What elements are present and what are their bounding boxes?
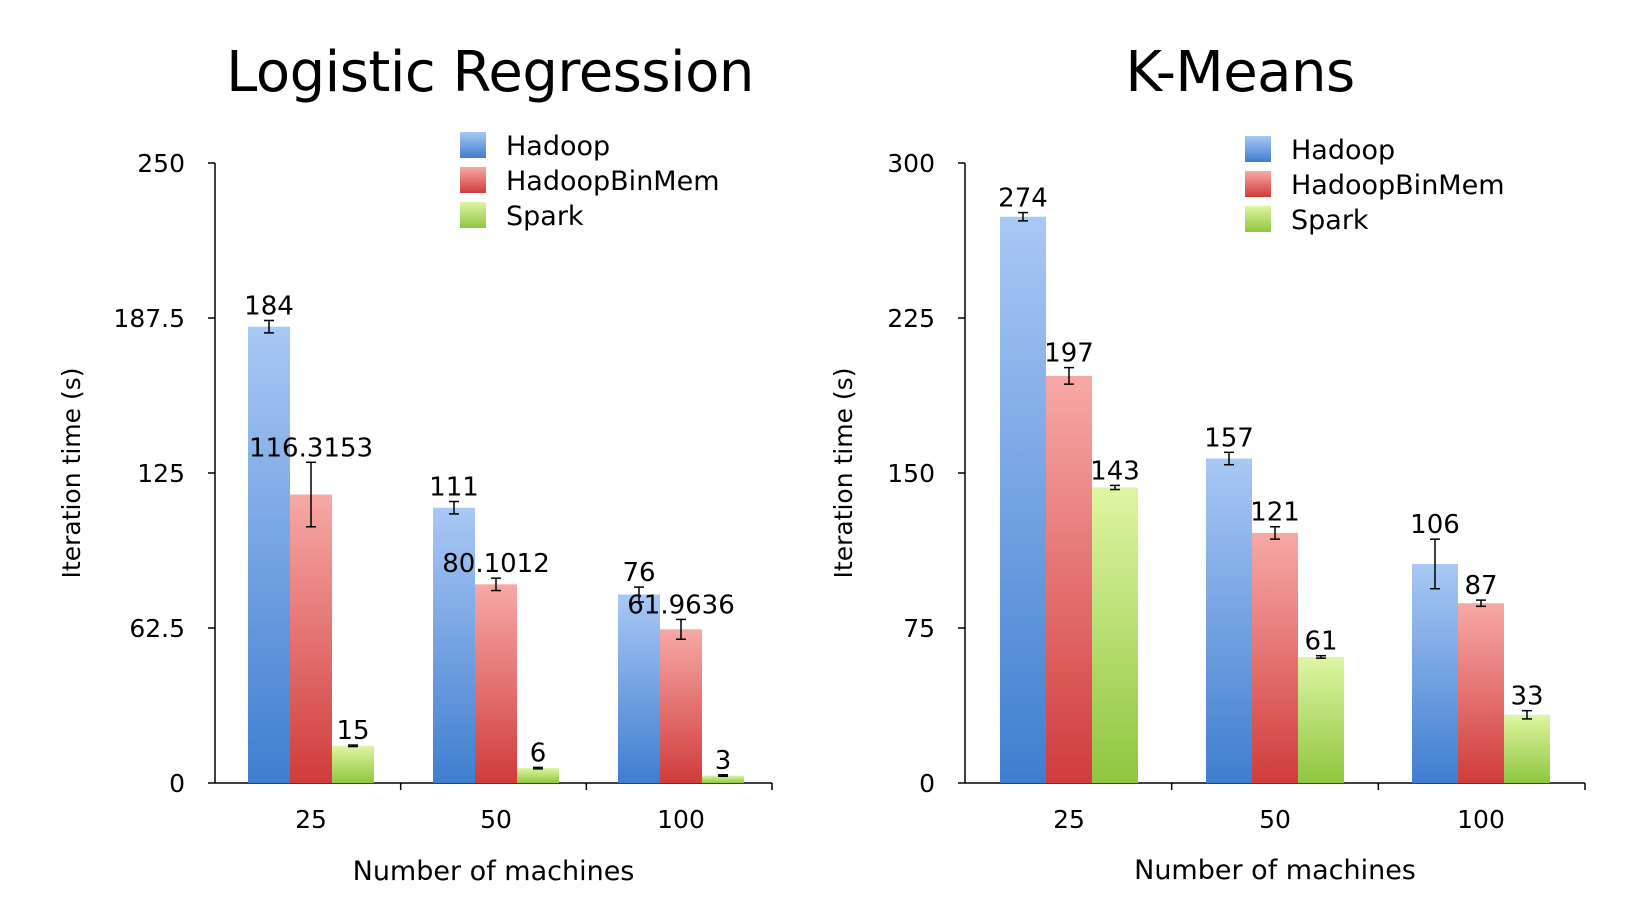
x-tick-label: 25 (295, 805, 327, 834)
legend-label-hadoopbinmem: HadoopBinMem (506, 166, 720, 197)
y-tick-label: 187.5 (113, 304, 185, 333)
data-label: 143 (1090, 456, 1140, 486)
x-tick-label: 50 (480, 805, 512, 834)
bar-hadoop-25 (248, 326, 290, 783)
bar-hadoopbinmem-50 (475, 584, 517, 783)
bar-spark-100 (1504, 714, 1550, 783)
data-label: 76 (622, 558, 655, 588)
bar-hadoopbinmem-100 (1458, 603, 1504, 783)
bar-hadoopbinmem-25 (290, 494, 332, 783)
x-tick-label: 25 (1053, 805, 1085, 834)
data-label: 80.1012 (442, 549, 550, 579)
y-tick-label: 250 (137, 149, 185, 178)
data-label: 33 (1510, 682, 1543, 712)
data-label: 121 (1250, 498, 1300, 528)
bar-hadoopbinmem-50 (1252, 532, 1298, 783)
y-tick-label: 150 (887, 459, 935, 488)
legend-swatch-spark (1245, 206, 1271, 232)
y-tick-label: 0 (919, 769, 935, 798)
legend-swatch-hadoop (1245, 136, 1271, 162)
y-tick-label: 75 (903, 614, 935, 643)
y-axis-title: Iteration time (s) (57, 368, 86, 579)
y-tick-label: 125 (137, 459, 185, 488)
data-label: 106 (1410, 510, 1460, 540)
y-axis-title: Iteration time (s) (829, 368, 858, 579)
legend-swatch-hadoopbinmem (460, 167, 486, 193)
legend-swatch-hadoop (460, 132, 486, 158)
bar-hadoopbinmem-25 (1046, 375, 1092, 783)
bar-spark-25 (1092, 487, 1138, 783)
data-label: 197 (1044, 339, 1094, 369)
bar-hadoop-100 (618, 594, 660, 783)
legend-label-spark: Spark (506, 201, 584, 232)
bar-hadoop-50 (433, 507, 475, 783)
legend-label-hadoop: Hadoop (506, 131, 610, 162)
chart-title-logistic-regression: Logistic Regression (226, 40, 754, 105)
bar-hadoopbinmem-100 (660, 629, 702, 783)
x-axis-title: Number of machines (1134, 855, 1416, 886)
chart-k-means: 0 75 150 225 300 274 197 143 25 157 121 61 50 106 87 33… (829, 135, 1586, 886)
data-label: 6 (530, 738, 547, 768)
data-label: 111 (429, 473, 479, 503)
bar-hadoop-25 (1000, 216, 1046, 783)
bar-spark-100 (702, 775, 744, 783)
data-label: 61.9636 (627, 590, 735, 620)
legend-label-hadoop: Hadoop (1291, 135, 1395, 166)
bar-hadoop-100 (1412, 563, 1458, 783)
legend-swatch-spark (460, 202, 486, 228)
data-label: 116.3153 (249, 433, 373, 463)
legend-label-spark: Spark (1291, 205, 1369, 236)
data-label: 3 (715, 746, 732, 776)
x-tick-label: 100 (1457, 805, 1505, 834)
bar-spark-25 (332, 745, 374, 783)
y-tick-label: 0 (169, 769, 185, 798)
data-label: 274 (998, 184, 1048, 214)
data-label: 15 (336, 716, 369, 746)
data-label: 87 (1464, 571, 1497, 601)
y-tick-label: 225 (887, 304, 935, 333)
y-tick-label: 300 (887, 149, 935, 178)
data-label: 61 (1304, 627, 1337, 657)
chart-title-k-means: K-Means (1125, 40, 1355, 105)
legend-label-hadoopbinmem: HadoopBinMem (1291, 170, 1505, 201)
y-tick-label: 62.5 (129, 614, 185, 643)
bar-spark-50 (1298, 656, 1344, 783)
bar-hadoop-50 (1206, 458, 1252, 783)
x-axis-title: Number of machines (353, 856, 635, 887)
chart-logistic-regression: 0 62.5 125 187.5 250 184 116.3153 15 25 111 80.101… (57, 131, 773, 887)
data-label: 184 (244, 291, 294, 321)
legend-swatch-hadoopbinmem (1245, 171, 1271, 197)
data-label: 157 (1204, 423, 1254, 453)
x-tick-label: 50 (1259, 805, 1291, 834)
bar-spark-50 (517, 768, 559, 783)
x-tick-label: 100 (657, 805, 705, 834)
